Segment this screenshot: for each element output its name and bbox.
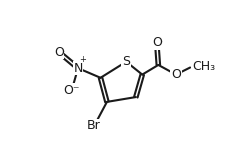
Text: S: S <box>122 55 130 68</box>
Text: O: O <box>152 36 162 49</box>
Text: Br: Br <box>87 119 101 133</box>
Text: O: O <box>54 46 64 59</box>
Text: O: O <box>171 68 181 81</box>
Text: +: + <box>79 55 86 64</box>
Text: N: N <box>73 62 83 75</box>
Text: N: N <box>73 62 83 75</box>
Text: O: O <box>171 68 181 81</box>
Text: S: S <box>122 55 130 68</box>
Text: Br: Br <box>87 119 101 133</box>
Text: O: O <box>54 46 64 59</box>
Text: O⁻: O⁻ <box>63 84 80 97</box>
Text: O: O <box>152 36 162 49</box>
Text: CH₃: CH₃ <box>192 60 215 73</box>
Text: O⁻: O⁻ <box>63 84 80 97</box>
